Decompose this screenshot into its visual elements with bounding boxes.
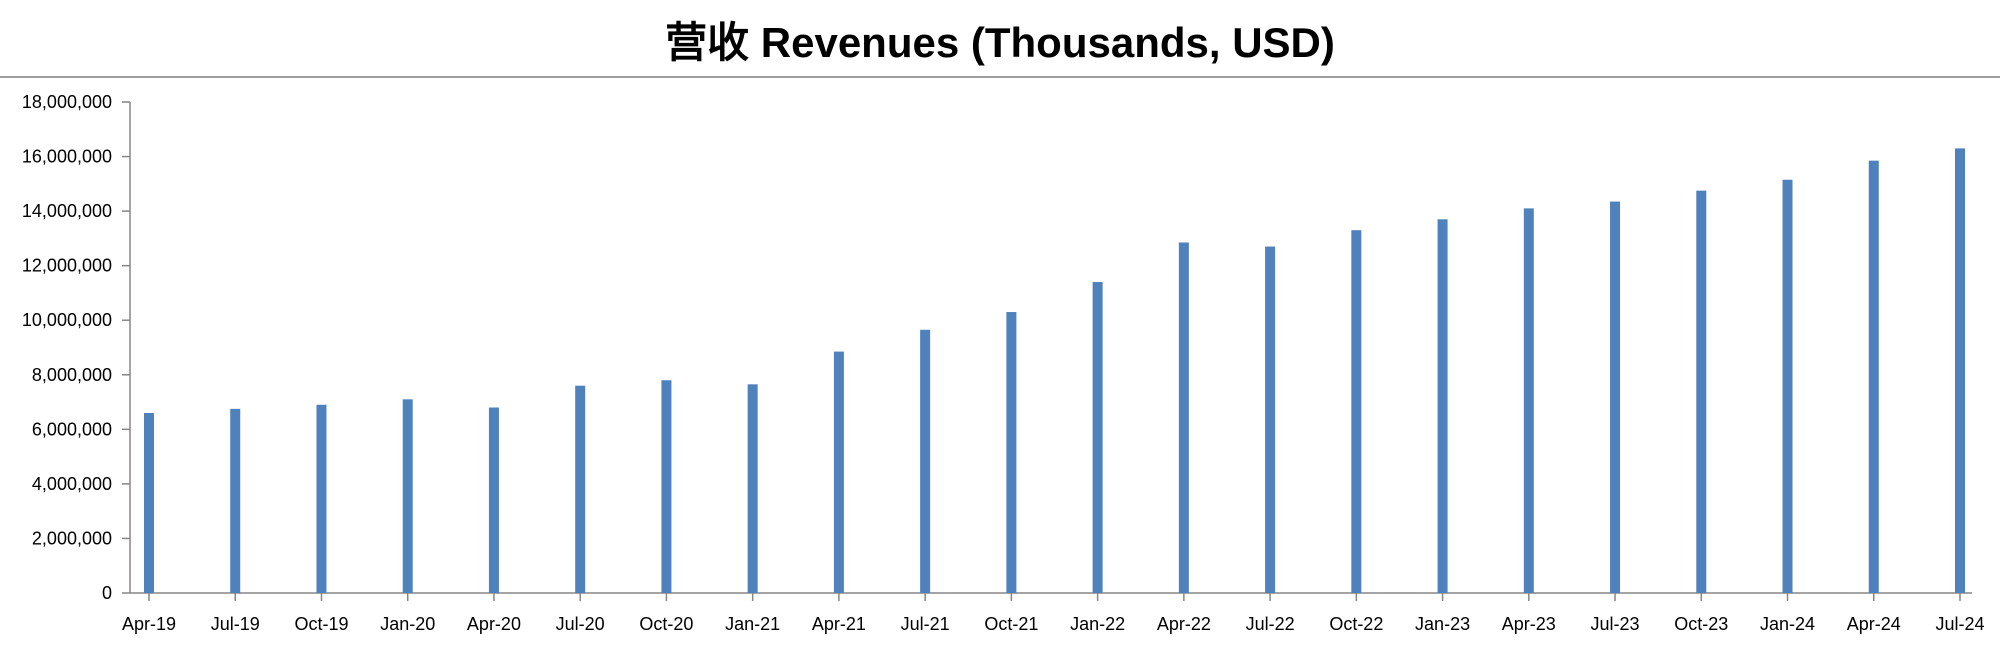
- bar: [1178, 242, 1189, 593]
- x-tick-label: Apr-22: [1157, 614, 1211, 634]
- x-tick-label: Apr-23: [1502, 614, 1556, 634]
- x-tick-label: Jan-23: [1415, 614, 1470, 634]
- bar: [747, 384, 758, 593]
- y-tick-label: 0: [102, 583, 112, 603]
- y-tick-label: 8,000,000: [32, 365, 112, 385]
- y-tick-label: 10,000,000: [22, 310, 112, 330]
- y-tick-label: 14,000,000: [22, 201, 112, 221]
- bar: [1437, 219, 1448, 594]
- bar: [316, 404, 327, 593]
- bar: [1696, 190, 1707, 593]
- y-tick-label: 4,000,000: [32, 474, 112, 494]
- x-tick-label: Oct-23: [1674, 614, 1728, 634]
- y-tick-label: 12,000,000: [22, 256, 112, 276]
- y-tick-label: 2,000,000: [32, 528, 112, 548]
- x-tick-label: Oct-21: [984, 614, 1038, 634]
- bar: [575, 385, 586, 593]
- x-tick-label: Oct-22: [1329, 614, 1383, 634]
- x-axis: Apr-19 Jul-19 Oct-19 Jan-20 Apr-20 Jul-20 Oct-…: [122, 592, 1985, 634]
- x-tick-label: Jul-19: [211, 614, 260, 634]
- bar: [1092, 282, 1103, 593]
- x-tick-label: Jul-20: [556, 614, 605, 634]
- bar: [920, 329, 931, 593]
- x-tick-label: Jan-24: [1760, 614, 1815, 634]
- bar: [1006, 312, 1017, 593]
- y-tick-label: 6,000,000: [32, 419, 112, 439]
- x-tick-label: Jul-24: [1935, 614, 1984, 634]
- x-tick-label: Jul-22: [1246, 614, 1295, 634]
- bar: [833, 351, 844, 593]
- bar: [488, 407, 499, 593]
- bar: [230, 408, 241, 593]
- bar: [1351, 230, 1362, 593]
- x-tick-label: Jan-20: [380, 614, 435, 634]
- bar: [1868, 160, 1879, 593]
- y-tick-label: 18,000,000: [22, 92, 112, 112]
- bar: [661, 380, 672, 593]
- y-axis: 0 2,000,000 4,000,000 6,000,000 8,000,000 10,…: [22, 92, 131, 603]
- bars: [144, 148, 1965, 594]
- y-tick-label: 16,000,000: [22, 147, 112, 167]
- x-tick-label: Apr-19: [122, 614, 176, 634]
- bar: [1955, 148, 1965, 593]
- x-tick-label: Jul-21: [901, 614, 950, 634]
- x-tick-label: Apr-21: [812, 614, 866, 634]
- chart-title: 营收 Revenues (Thousands, USD): [665, 19, 1335, 66]
- x-tick-label: Apr-24: [1847, 614, 1901, 634]
- x-tick-label: Oct-20: [639, 614, 693, 634]
- bar: [1523, 208, 1534, 593]
- x-tick-label: Jul-23: [1591, 614, 1640, 634]
- bar: [402, 399, 413, 593]
- bar: [1265, 246, 1276, 594]
- bar: [1610, 201, 1621, 593]
- bar: [144, 412, 154, 593]
- x-tick-label: Apr-20: [467, 614, 521, 634]
- bar: [1782, 179, 1793, 593]
- x-tick-label: Oct-19: [294, 614, 348, 634]
- x-tick-label: Jan-22: [1070, 614, 1125, 634]
- x-tick-label: Jan-21: [725, 614, 780, 634]
